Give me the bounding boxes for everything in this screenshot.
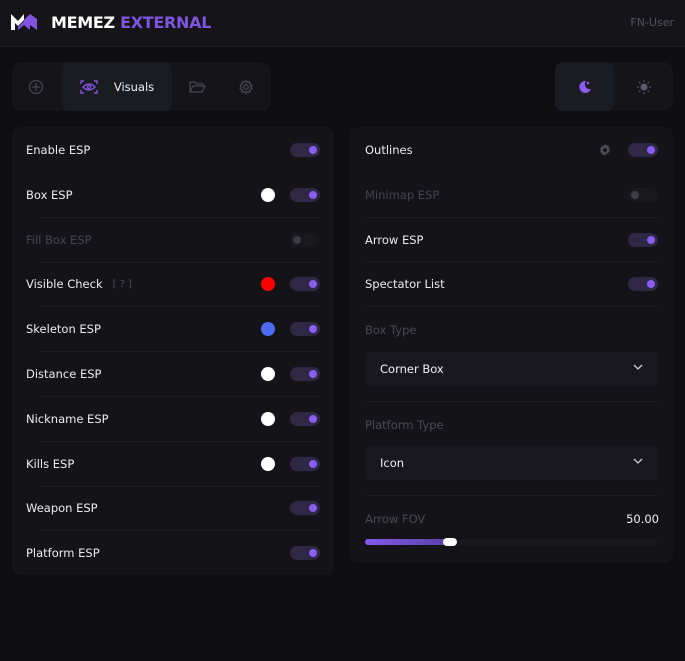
color-picker[interactable] bbox=[261, 412, 275, 426]
setting-distance-esp: Distance ESP bbox=[26, 362, 320, 386]
folder-icon bbox=[188, 80, 206, 93]
divider bbox=[365, 401, 658, 402]
divider bbox=[40, 351, 320, 352]
outlines-toggle[interactable] bbox=[628, 143, 658, 157]
arrow-esp-toggle[interactable] bbox=[628, 233, 658, 247]
dark-theme-button[interactable] bbox=[555, 62, 614, 111]
setting-label: Visible Check bbox=[26, 277, 103, 291]
select-value: Corner Box bbox=[380, 362, 444, 376]
box-type-select[interactable]: Corner Box bbox=[365, 352, 658, 386]
setting-label: Weapon ESP bbox=[26, 501, 98, 515]
arrow-fov-value: 50.00 bbox=[626, 512, 659, 526]
setting-label: Box ESP bbox=[26, 188, 73, 202]
color-picker[interactable] bbox=[261, 188, 275, 202]
color-picker[interactable] bbox=[261, 457, 275, 471]
tab-visuals[interactable]: Visuals bbox=[62, 62, 172, 111]
chevron-down-icon bbox=[633, 364, 643, 370]
setting-weapon-esp: Weapon ESP bbox=[26, 496, 320, 520]
setting-label: Spectator List bbox=[365, 277, 445, 291]
arrow-fov-slider[interactable] bbox=[365, 538, 658, 546]
divider bbox=[40, 486, 320, 487]
divider bbox=[365, 306, 658, 307]
slider-thumb[interactable] bbox=[442, 538, 457, 546]
setting-nickname-esp: Nickname ESP bbox=[26, 407, 320, 431]
crosshair-icon bbox=[28, 79, 44, 94]
sun-icon bbox=[636, 79, 651, 94]
select-value: Icon bbox=[380, 456, 405, 470]
setting-kills-esp: Kills ESP bbox=[26, 452, 320, 476]
setting-arrow-esp: Arrow ESP bbox=[365, 228, 658, 252]
divider bbox=[365, 217, 658, 218]
setting-enable-esp: Enable ESP bbox=[26, 138, 320, 162]
platform-esp-toggle[interactable] bbox=[290, 546, 320, 560]
setting-label: Skeleton ESP bbox=[26, 322, 101, 336]
user-name: FN-User bbox=[630, 16, 674, 29]
gear-icon bbox=[239, 78, 253, 95]
box-esp-toggle[interactable] bbox=[290, 188, 320, 202]
visible-check-toggle[interactable] bbox=[290, 277, 320, 291]
divider bbox=[40, 530, 320, 531]
setting-outlines: Outlines bbox=[365, 138, 658, 162]
setting-minimap-esp: Minimap ESP bbox=[365, 183, 658, 207]
setting-label: Enable ESP bbox=[26, 143, 91, 157]
nickname-esp-toggle[interactable] bbox=[290, 412, 320, 426]
tab-label: Visuals bbox=[113, 79, 155, 94]
skeleton-esp-toggle[interactable] bbox=[290, 322, 320, 336]
enable-esp-toggle[interactable] bbox=[290, 143, 320, 157]
arrow-fov-label: Arrow FOV bbox=[365, 512, 426, 526]
minimap-esp-toggle[interactable] bbox=[628, 188, 658, 202]
divider bbox=[365, 495, 658, 496]
setting-label: Nickname ESP bbox=[26, 412, 109, 426]
setting-label: Distance ESP bbox=[26, 367, 102, 381]
setting-label: Platform ESP bbox=[26, 546, 100, 560]
setting-label: Arrow ESP bbox=[365, 233, 424, 247]
tab-bar: Visuals bbox=[12, 62, 271, 111]
setting-label: Fill Box ESP bbox=[26, 233, 92, 247]
kills-esp-toggle[interactable] bbox=[290, 457, 320, 471]
spectator-list-toggle[interactable] bbox=[628, 277, 658, 291]
setting-label: Minimap ESP bbox=[365, 188, 440, 202]
platform-type-label: Platform Type bbox=[365, 418, 444, 432]
brand-suffix: EXTERNAL bbox=[120, 13, 212, 32]
box-type-label: Box Type bbox=[365, 323, 417, 337]
moon-icon bbox=[578, 80, 591, 93]
distance-esp-toggle[interactable] bbox=[290, 367, 320, 381]
color-picker[interactable] bbox=[261, 277, 275, 291]
logo-icon bbox=[11, 14, 37, 30]
chevron-down-icon bbox=[633, 458, 643, 464]
theme-toggle bbox=[555, 62, 673, 111]
slider-fill bbox=[365, 539, 450, 545]
setting-label: Kills ESP bbox=[26, 457, 75, 471]
setting-box-esp: Box ESP bbox=[26, 183, 320, 207]
brand-title: MEMEZ EXTERNAL bbox=[51, 13, 211, 32]
eye-scan-icon bbox=[80, 79, 98, 94]
right-panel: Outlines Minimap ESP Arrow ESP Spectator… bbox=[350, 127, 673, 563]
divider bbox=[40, 441, 320, 442]
weapon-esp-toggle[interactable] bbox=[290, 501, 320, 515]
setting-platform-esp: Platform ESP bbox=[26, 541, 320, 565]
platform-type-select[interactable]: Icon bbox=[365, 446, 658, 480]
setting-label: Outlines bbox=[365, 143, 413, 157]
fill-box-esp-toggle[interactable] bbox=[290, 233, 320, 247]
divider bbox=[365, 261, 658, 262]
color-picker[interactable] bbox=[261, 322, 275, 336]
setting-spectator-list: Spectator List bbox=[365, 272, 658, 296]
gear-icon[interactable] bbox=[598, 143, 612, 157]
color-picker[interactable] bbox=[261, 367, 275, 381]
setting-fill-box-esp: Fill Box ESP bbox=[26, 228, 320, 252]
left-panel: Enable ESP Box ESP Fill Box ESP Visible Che… bbox=[12, 127, 334, 575]
divider bbox=[40, 262, 320, 263]
header: MEMEZ EXTERNAL FN-User bbox=[0, 0, 685, 47]
setting-visible-check: Visible Check [ ? ] bbox=[26, 272, 320, 296]
help-icon[interactable]: [ ? ] bbox=[112, 278, 133, 290]
light-theme-button[interactable] bbox=[614, 62, 673, 111]
brand-name: MEMEZ bbox=[51, 13, 115, 32]
tab-settings[interactable] bbox=[222, 62, 270, 111]
tab-aimbot[interactable] bbox=[12, 62, 60, 111]
divider bbox=[40, 306, 320, 307]
setting-skeleton-esp: Skeleton ESP bbox=[26, 317, 320, 341]
divider bbox=[40, 217, 320, 218]
divider bbox=[40, 396, 320, 397]
tab-configs[interactable] bbox=[174, 62, 220, 111]
